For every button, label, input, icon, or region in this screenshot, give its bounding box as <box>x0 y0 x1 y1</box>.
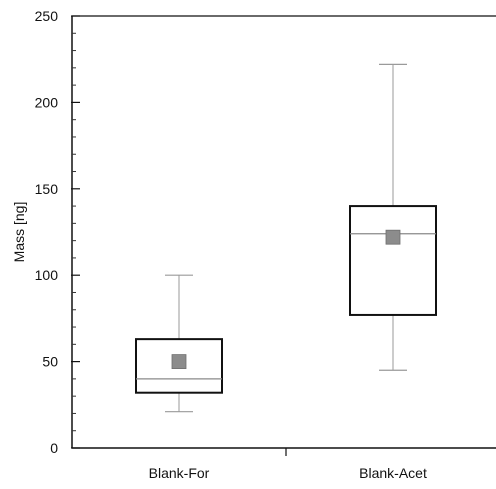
y-tick-label: 50 <box>42 354 58 370</box>
y-ticks: 0 50 100 150 200 250 <box>35 8 80 456</box>
x-category-label: Blank-Acet <box>359 465 427 481</box>
mean-marker <box>171 354 187 370</box>
y-tick-label: 150 <box>35 181 59 197</box>
box-blank-acet <box>349 63 437 371</box>
x-category-labels: Blank-For Blank-Acet <box>149 465 427 481</box>
y-tick-label: 250 <box>35 8 59 24</box>
mean-marker <box>385 229 401 245</box>
y-tick-label: 200 <box>35 94 59 110</box>
x-category-label: Blank-For <box>149 465 210 481</box>
y-axis-title: Mass [ng] <box>11 202 27 263</box>
y-tick-label: 100 <box>35 267 59 283</box>
y-tick-label: 0 <box>50 440 58 456</box>
box-blank-for <box>135 274 223 413</box>
axes <box>71 15 496 456</box>
iqr-box <box>349 205 437 316</box>
boxes <box>135 63 437 413</box>
y-minor-ticks <box>72 32 76 432</box>
